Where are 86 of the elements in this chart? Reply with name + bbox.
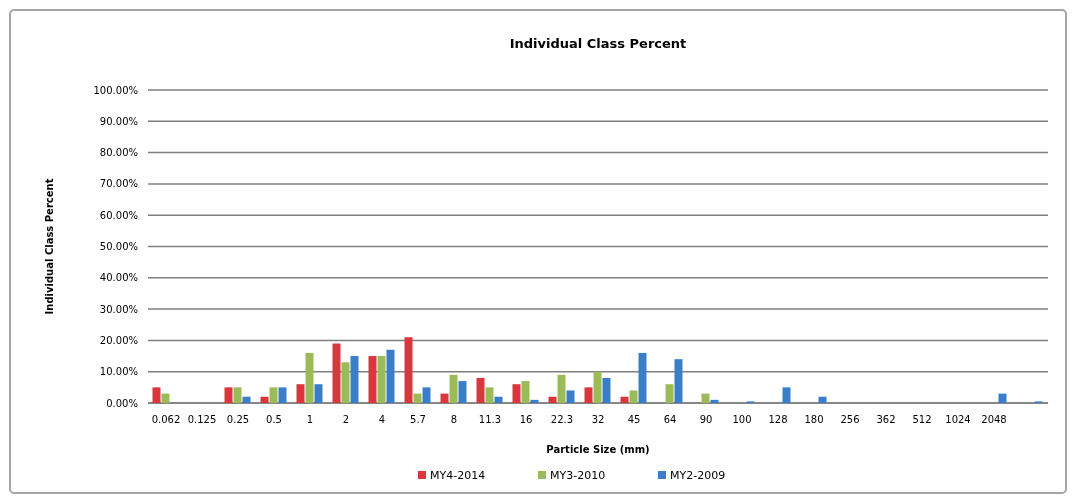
x-tick-label: 8 <box>450 414 458 425</box>
bar <box>449 374 458 403</box>
x-tick-label: 16 <box>519 414 533 425</box>
x-tick-label: 180 <box>804 414 824 425</box>
y-tick-label: 40.00% <box>99 272 138 284</box>
bar <box>269 387 278 403</box>
y-tick-label: 60.00% <box>99 209 138 221</box>
bar <box>530 399 539 403</box>
bar <box>584 387 593 403</box>
y-tick-label: 10.00% <box>99 366 138 378</box>
legend-label: MY4-2014 <box>430 469 486 482</box>
bar <box>593 371 602 403</box>
bar <box>305 352 314 403</box>
bar <box>386 349 395 403</box>
bar <box>458 381 467 403</box>
bar <box>161 393 170 403</box>
x-tick-label: 64 <box>663 414 677 425</box>
bar <box>377 356 386 403</box>
y-tick-label: 80.00% <box>99 147 138 159</box>
x-tick-label: 2048 <box>981 414 1007 425</box>
y-tick-label: 90.00% <box>99 115 138 127</box>
bar <box>629 390 638 403</box>
bar <box>296 384 305 403</box>
bar <box>566 390 575 403</box>
bar <box>422 387 431 403</box>
x-tick-label: 2 <box>342 414 350 425</box>
x-tick-label: 1024 <box>945 414 971 425</box>
bar <box>350 356 359 403</box>
y-tick-label: 100.00% <box>93 84 138 96</box>
bar <box>332 343 341 403</box>
x-tick-label: 22.3 <box>550 414 574 425</box>
x-tick-label: 0.062 <box>151 414 181 425</box>
y-tick-label: 30.00% <box>99 303 138 315</box>
bar <box>710 399 719 403</box>
legend-label: MY2-2009 <box>670 469 726 482</box>
bar <box>485 387 494 403</box>
bar <box>638 352 647 403</box>
bar <box>341 362 350 403</box>
bar <box>521 381 530 403</box>
y-axis-title: Individual Class Percent <box>44 178 55 315</box>
x-tick-label: 1 <box>306 414 314 425</box>
x-tick-label: 45 <box>627 414 641 425</box>
y-tick-label: 0.00% <box>106 397 138 409</box>
bar <box>602 377 611 403</box>
bar <box>620 396 629 403</box>
bar <box>404 337 413 403</box>
bar <box>782 387 791 403</box>
bar <box>440 393 449 403</box>
y-tick-label: 70.00% <box>99 178 138 190</box>
bar <box>224 387 233 403</box>
x-tick-label: 100 <box>732 414 752 425</box>
y-tick-label: 50.00% <box>99 241 138 252</box>
bar <box>512 384 521 403</box>
bar <box>233 387 242 403</box>
bar <box>998 393 1007 403</box>
x-axis-title: Particle Size (mm) <box>546 444 650 455</box>
bar <box>548 396 557 403</box>
x-tick-label: 0.5 <box>266 414 282 425</box>
bar <box>674 359 683 403</box>
bar <box>260 396 269 403</box>
bar <box>494 396 503 403</box>
bar <box>665 384 674 403</box>
x-tick-label: 0.25 <box>226 414 250 425</box>
bar <box>368 356 377 403</box>
x-tick-label: 11.3 <box>478 414 502 425</box>
bar <box>278 387 287 403</box>
bar <box>701 393 710 403</box>
x-tick-label: 5.7 <box>410 414 426 425</box>
bar <box>818 396 827 403</box>
bar <box>152 387 161 403</box>
bar <box>413 393 422 403</box>
x-tick-label: 32 <box>591 414 605 425</box>
legend-label: MY3-2010 <box>550 469 606 482</box>
x-tick-label: 128 <box>768 414 788 425</box>
x-tick-label: 256 <box>840 414 860 425</box>
bar <box>242 396 251 403</box>
x-tick-label: 4 <box>378 414 386 425</box>
x-tick-label: 512 <box>912 414 932 425</box>
y-tick-label: 20.00% <box>99 334 138 346</box>
bar <box>557 374 566 403</box>
chart-title: Individual Class Percent <box>509 36 687 51</box>
bar <box>476 377 485 403</box>
x-tick-label: 90 <box>699 414 713 425</box>
x-tick-label: 362 <box>876 414 896 425</box>
x-tick-label: 0.125 <box>187 414 217 425</box>
bar <box>314 384 323 403</box>
